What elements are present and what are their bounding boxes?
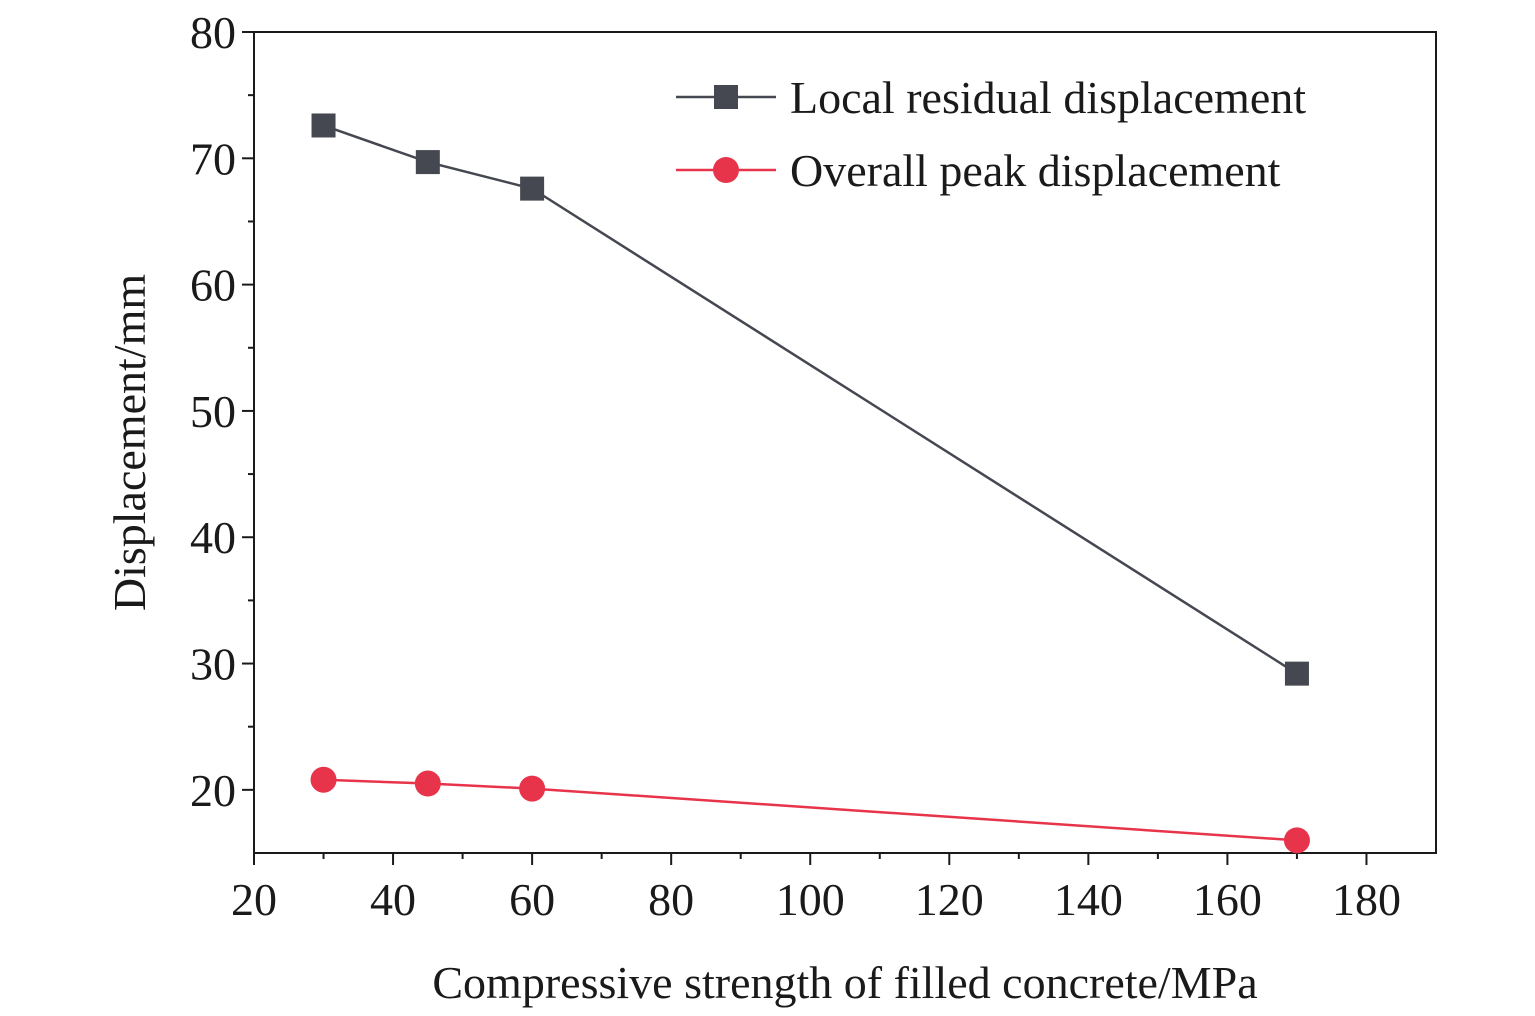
x-tick-label: 60 (509, 874, 555, 925)
x-axis-title: Compressive strength of filled concrete/… (432, 957, 1257, 1008)
x-tick-label: 40 (370, 874, 416, 925)
data-point-circle (519, 775, 546, 802)
legend: Local residual displacement Overall peak … (676, 72, 1306, 196)
x-tick-label: 180 (1332, 874, 1401, 925)
y-axis-title: Displacement/mm (104, 274, 155, 611)
y-tick-label: 20 (190, 765, 236, 816)
x-tick-label: 160 (1193, 874, 1262, 925)
y-tick-label: 30 (190, 639, 236, 690)
series-line-1 (323, 124, 1298, 675)
y-tick-label: 50 (190, 386, 236, 437)
series-layer (310, 113, 1310, 854)
data-point-circle (1283, 827, 1310, 854)
x-tick-label: 120 (915, 874, 984, 925)
x-tick-label: 140 (1054, 874, 1123, 925)
x-tick-label: 100 (776, 874, 845, 925)
legend-label-2: Overall peak displacement (790, 145, 1281, 196)
data-point-circle (414, 770, 441, 797)
data-point-circle (310, 766, 337, 793)
x-tick-label: 20 (231, 874, 277, 925)
y-tick-label: 60 (190, 260, 236, 311)
data-point-square (311, 113, 336, 138)
data-point-square (415, 150, 440, 175)
y-tick-label: 80 (190, 7, 236, 58)
legend-label-1: Local residual displacement (790, 72, 1306, 123)
plot-frame (253, 31, 1437, 854)
legend-marker-circle (713, 157, 739, 183)
y-tick-label: 70 (190, 133, 236, 184)
data-point-square (1284, 661, 1309, 686)
axes: 20 40 60 80 100 120 140 160 180 20 30 40 50 60 70 80 (190, 7, 1437, 925)
y-tick-label: 40 (190, 512, 236, 563)
x-tick-label: 80 (648, 874, 694, 925)
data-point-square (520, 176, 545, 201)
legend-marker-square (714, 85, 738, 109)
series-line-2 (323, 778, 1298, 842)
